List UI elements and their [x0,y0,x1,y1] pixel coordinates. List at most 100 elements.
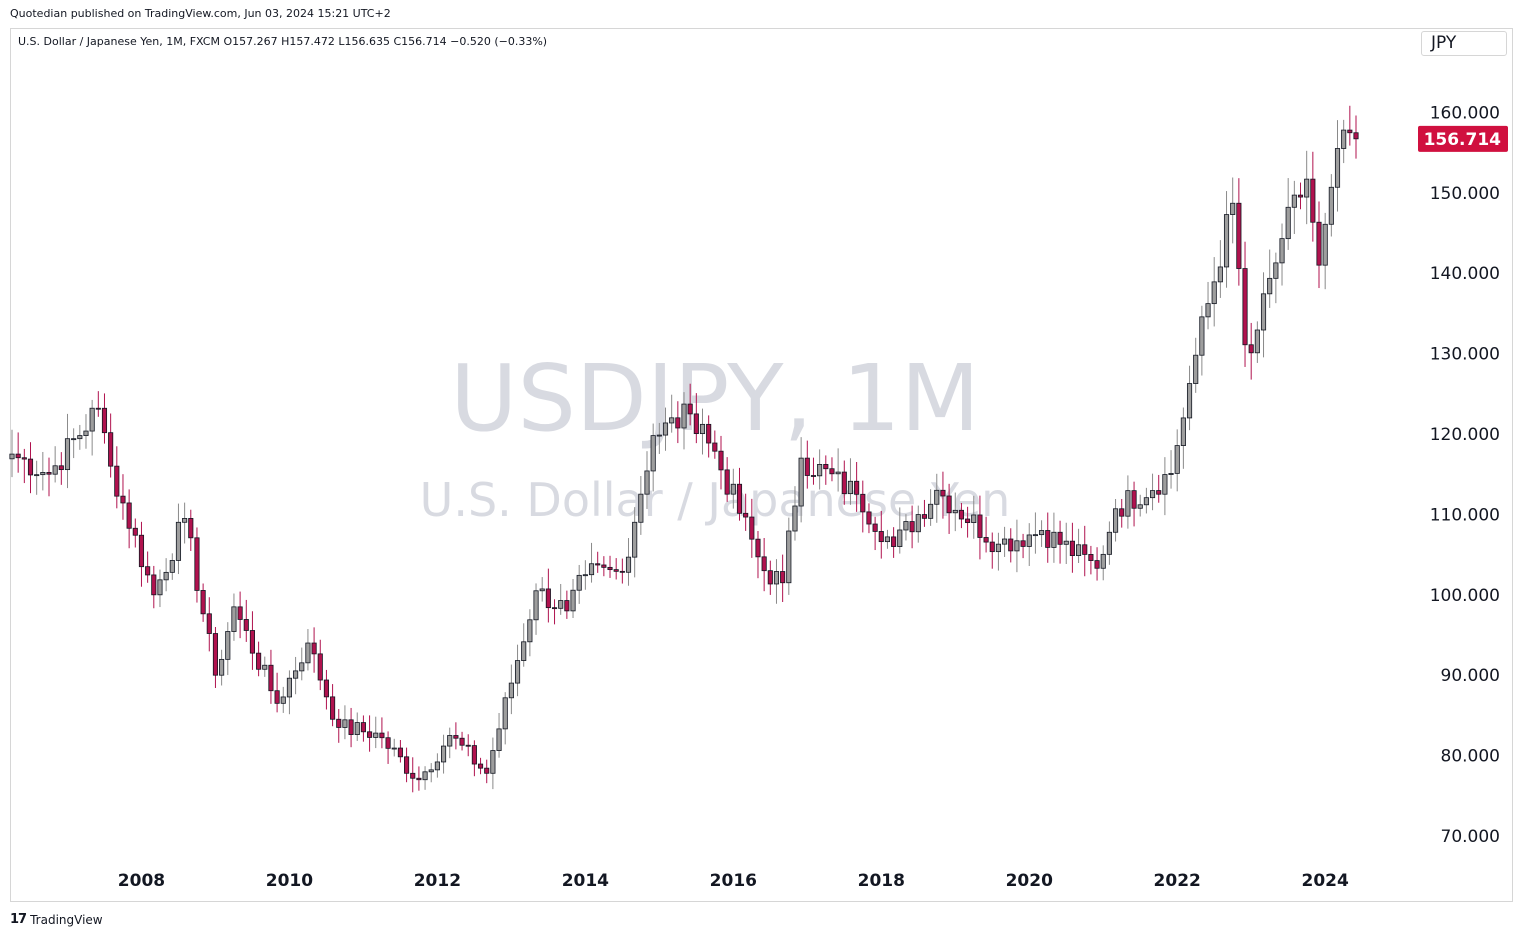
candle-down [675,417,681,429]
candle-up [669,417,675,424]
currency-button[interactable]: JPY [1421,31,1507,56]
candle-down [1057,531,1063,545]
candle-down [687,403,693,415]
candle-down [330,696,336,720]
candle-down [256,652,262,670]
candle-up [625,556,632,573]
x-tick-label: 2014 [562,871,609,891]
candle-down [841,471,847,495]
candle-down [909,521,915,533]
candle-up [1273,262,1279,279]
candle-down [551,607,558,610]
last-price-badge-bg [1418,125,1508,152]
candle-down [878,531,884,543]
candle-up [1322,223,1328,266]
candle-down [188,518,194,539]
candle-up [1162,474,1168,495]
candle-down [977,514,983,538]
price-axis[interactable]: 70.000 80.000 90.000 100.000 110.000 120.000 1… [1430,103,1500,847]
y-tick-label: 70.000 [1441,827,1500,847]
candle-down [132,527,138,536]
y-tick-label: 110.000 [1430,505,1500,525]
candle-up [952,509,958,514]
candle-down [323,679,329,698]
candle-down [15,453,21,459]
candle-down [1248,344,1254,354]
candle-up [1106,531,1112,555]
candle-down [484,767,490,774]
candle-down [336,718,342,728]
y-tick-label: 130.000 [1430,345,1500,365]
candle-down [274,690,280,704]
candle-down [416,777,422,781]
candle-down [946,495,952,514]
candle-down [21,457,27,460]
candle-up [1285,206,1291,240]
chart-pane[interactable] [10,28,1513,902]
candle-down [718,450,724,471]
candle-down [367,731,373,738]
y-tick-label: 160.000 [1430,103,1500,123]
candle-up [1180,417,1186,446]
candle-up [262,664,268,670]
candle-up [175,521,182,561]
candle-down [1094,560,1100,569]
candle-up [354,722,360,735]
candle-down [27,458,34,476]
y-tick-label: 140.000 [1430,264,1500,284]
candle-down [410,772,416,779]
candle-down [120,495,126,504]
candle-up [1279,238,1285,264]
y-tick-label: 150.000 [1430,184,1500,204]
candle-up [40,472,46,476]
x-tick-label: 2010 [266,871,313,891]
candle-up [521,641,527,661]
candle-down [804,457,810,476]
published-note: Quotedian published on TradingView.com, … [10,7,391,20]
candle-down [311,642,317,655]
candle-down [743,512,749,518]
candle-down [1353,132,1359,140]
candle-up [502,697,508,730]
candle-up [650,435,656,472]
candle-up [1137,504,1143,509]
candle-down [151,574,157,596]
candle-up [1193,354,1199,384]
x-tick-label: 2020 [1006,871,1053,891]
candle-up [1032,534,1038,537]
candle-down [601,564,607,568]
candle-up [157,579,163,596]
candle-up [219,658,225,676]
candle-down [1008,538,1014,552]
candle-up [1014,540,1020,552]
candle-down [810,475,817,477]
candle-down [1020,540,1026,547]
candle-down [545,588,551,609]
candle-down [958,509,964,520]
candle-up [835,471,841,475]
candle-up [1039,530,1045,536]
candle-up [1076,544,1082,556]
candle-down [200,590,206,615]
candle-up [773,571,780,585]
candle-up [428,769,434,773]
candle-down [761,556,767,572]
candle-up [558,600,564,609]
candle-up [83,430,89,436]
candle-up [971,514,977,524]
candle-down [237,606,243,620]
candle-down [145,566,151,576]
candle-down [866,511,872,525]
candle-down [854,480,860,495]
time-axis[interactable]: 2008 2010 2012 2014 2016 2018 2020 2022 2024 [118,871,1349,891]
candle-up [1334,148,1341,188]
candle-down [1242,268,1248,346]
candle-up [576,574,582,591]
candle-up [1063,540,1069,545]
x-tick-label: 2018 [858,871,905,891]
candle-up [786,530,792,584]
candle-down [360,722,366,733]
candle-up [1051,531,1057,548]
candle-down [755,538,761,558]
